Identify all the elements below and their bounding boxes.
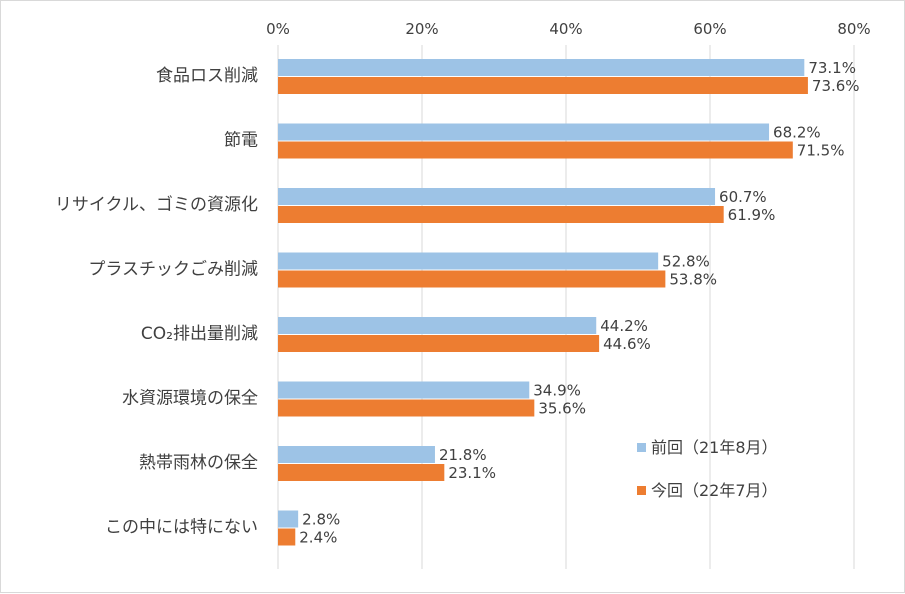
legend-swatch-0 (637, 443, 646, 452)
data-label-s1-c1: 71.5% (797, 142, 845, 160)
bar-s0-c7 (278, 510, 299, 528)
bar-s1-c4 (278, 335, 600, 352)
bar-s0-c5 (278, 381, 530, 399)
bar-s1-c2 (278, 206, 724, 223)
data-label-s0-c5: 34.9% (533, 382, 581, 400)
x-tick-label-2: 40% (549, 20, 582, 38)
data-label-s0-c4: 44.2% (600, 317, 648, 335)
bar-s0-c6 (278, 446, 435, 463)
data-label-s1-c7: 2.4% (299, 529, 337, 547)
bar-s1-c3 (278, 270, 666, 288)
data-label-s1-c4: 44.6% (603, 335, 651, 353)
x-tick-label-1: 20% (405, 20, 438, 38)
category-label-1: 節電 (224, 131, 258, 151)
category-label-0: 食品ロス削減 (156, 66, 258, 86)
data-label-s0-c2: 60.7% (719, 188, 767, 206)
data-label-s1-c5: 35.6% (538, 400, 586, 418)
legend-label-1: 今回（22年7月） (651, 481, 778, 500)
data-label-s0-c1: 68.2% (773, 124, 821, 142)
category-label-4: CO₂排出量削減 (141, 324, 258, 344)
x-tick-label-0: 0% (266, 20, 290, 38)
bar-s1-c5 (278, 399, 535, 417)
data-label-s0-c0: 73.1% (808, 59, 856, 77)
data-label-s0-c6: 21.8% (439, 446, 487, 464)
x-tick-label-4: 80% (837, 20, 870, 38)
category-label-5: 水資源環境の保全 (122, 389, 258, 409)
bar-s1-c1 (278, 141, 793, 159)
data-label-s1-c0: 73.6% (812, 77, 860, 95)
data-label-s1-c6: 23.1% (448, 464, 496, 482)
bar-s0-c1 (278, 123, 770, 141)
bar-s0-c3 (278, 252, 659, 270)
bar-s1-c7 (278, 528, 296, 546)
bar-s0-c2 (278, 188, 716, 205)
data-label-s1-c2: 61.9% (728, 206, 776, 224)
category-label-7: この中には特にない (105, 518, 258, 538)
legend-swatch-1 (637, 486, 646, 495)
data-label-s0-c3: 52.8% (662, 253, 710, 271)
bar-s0-c0 (278, 59, 805, 76)
x-tick-label-3: 60% (693, 20, 726, 38)
bar-s0-c4 (278, 317, 597, 334)
category-label-6: 熱帯雨林の保全 (139, 453, 258, 473)
data-label-s0-c7: 2.8% (302, 511, 340, 529)
category-label-2: リサイクル、ゴミの資源化 (55, 194, 258, 215)
legend-label-0: 前回（21年8月） (651, 438, 778, 457)
category-label-3: プラスチックごみ削減 (88, 260, 258, 280)
bar-s1-c6 (278, 464, 445, 481)
bar-s1-c0 (278, 77, 808, 94)
data-label-s1-c3: 53.8% (669, 271, 717, 289)
